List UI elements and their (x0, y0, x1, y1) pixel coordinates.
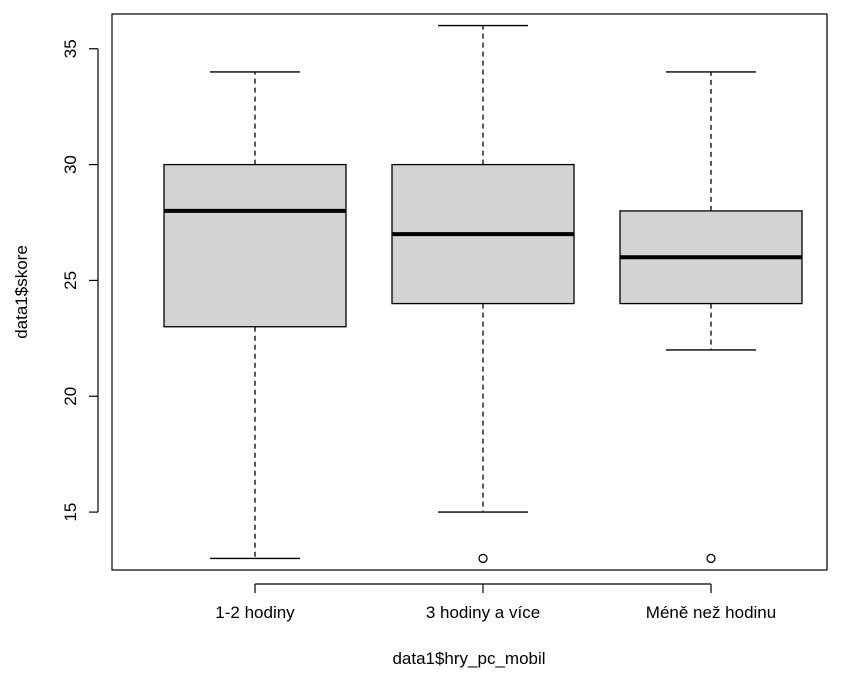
box-2 (391, 24, 575, 564)
y-tick-label: 25 (61, 271, 80, 290)
plot-frame (111, 13, 828, 571)
x-axis-title: data1$hry_pc_mobil (392, 649, 545, 668)
y-axis: 15 20 25 30 35 (61, 39, 99, 522)
y-tick-label: 20 (61, 387, 80, 406)
iqr-box (163, 163, 347, 328)
boxes-group (163, 24, 803, 564)
x-tick-label: Méně než hodinu (646, 603, 776, 622)
x-tick-label: 1-2 hodiny (215, 603, 295, 622)
box-1 (163, 71, 347, 560)
y-tick-label: 30 (61, 155, 80, 174)
outlier-point (478, 553, 488, 564)
y-tick-label: 15 (61, 503, 80, 522)
x-tick-label: 3 hodiny a více (426, 603, 540, 622)
x-axis: 1-2 hodiny 3 hodiny a více Méně než hodinu (215, 583, 776, 622)
y-tick-label: 35 (61, 39, 80, 58)
box-3 (619, 71, 803, 564)
outlier-point (706, 553, 716, 564)
y-axis-title: data1$skore (12, 245, 31, 339)
